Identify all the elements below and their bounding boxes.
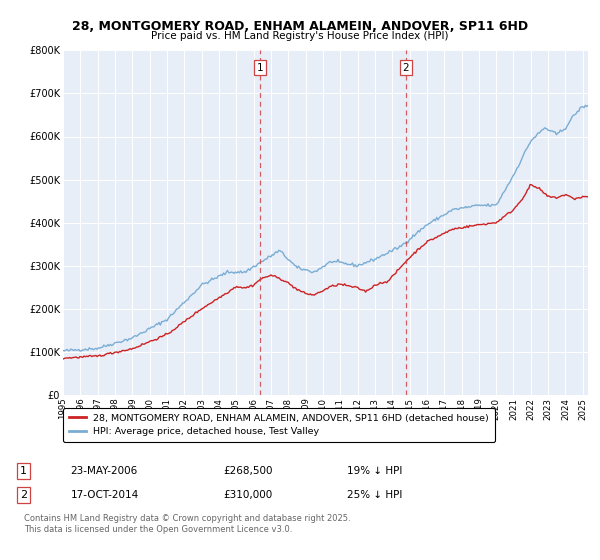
Text: 19% ↓ HPI: 19% ↓ HPI <box>347 466 403 476</box>
Text: 2: 2 <box>20 490 27 500</box>
Text: 2: 2 <box>403 63 409 73</box>
Text: 17-OCT-2014: 17-OCT-2014 <box>71 490 139 500</box>
Legend: 28, MONTGOMERY ROAD, ENHAM ALAMEIN, ANDOVER, SP11 6HD (detached house), HPI: Ave: 28, MONTGOMERY ROAD, ENHAM ALAMEIN, ANDO… <box>63 408 494 442</box>
Text: 25% ↓ HPI: 25% ↓ HPI <box>347 490 403 500</box>
Text: 23-MAY-2006: 23-MAY-2006 <box>71 466 138 476</box>
Text: 1: 1 <box>257 63 263 73</box>
Text: Contains HM Land Registry data © Crown copyright and database right 2025.
This d: Contains HM Land Registry data © Crown c… <box>23 515 350 534</box>
Text: 1: 1 <box>20 466 27 476</box>
Text: 28, MONTGOMERY ROAD, ENHAM ALAMEIN, ANDOVER, SP11 6HD: 28, MONTGOMERY ROAD, ENHAM ALAMEIN, ANDO… <box>72 20 528 32</box>
Text: Price paid vs. HM Land Registry's House Price Index (HPI): Price paid vs. HM Land Registry's House … <box>151 31 449 41</box>
Text: £310,000: £310,000 <box>224 490 273 500</box>
Text: £268,500: £268,500 <box>224 466 273 476</box>
